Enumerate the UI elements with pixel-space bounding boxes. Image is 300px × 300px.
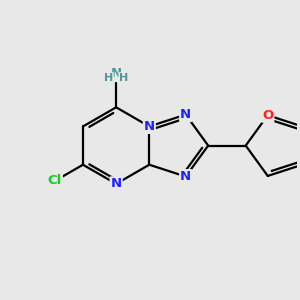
Text: N: N <box>111 67 122 80</box>
Text: N: N <box>180 108 191 121</box>
Text: O: O <box>262 109 273 122</box>
Text: N: N <box>111 177 122 190</box>
Text: N: N <box>180 170 191 183</box>
Text: N: N <box>144 120 155 133</box>
Text: H: H <box>104 73 113 83</box>
Text: Cl: Cl <box>48 175 62 188</box>
Text: H: H <box>119 73 129 83</box>
